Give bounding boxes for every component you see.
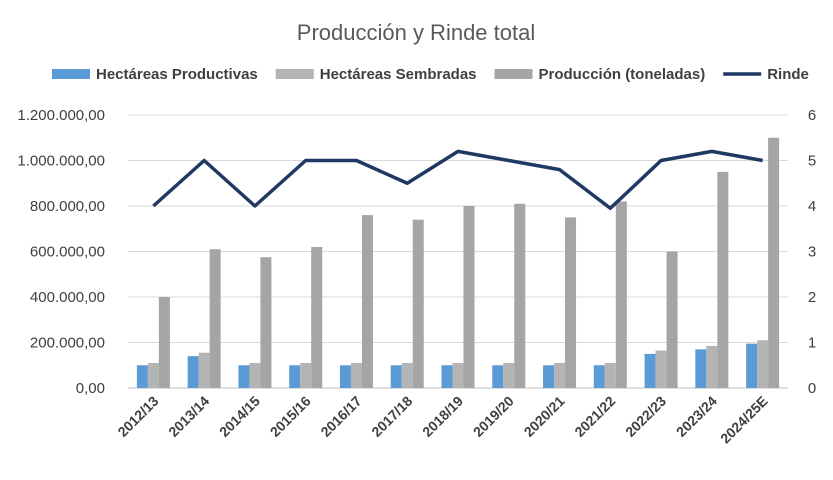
bar (300, 362, 312, 388)
bar (565, 217, 577, 388)
bar (655, 350, 667, 388)
bar (706, 345, 718, 388)
bar (361, 215, 373, 388)
bar (412, 219, 424, 388)
bar (593, 365, 605, 388)
bar (198, 352, 210, 388)
y2-tick-label: 4 (808, 198, 816, 215)
y-axis-left: 0,00 200.000,00 400.000,00 600.000,00 800.00… (17, 107, 105, 397)
x-tick-label: 2023/24 (673, 393, 720, 440)
legend-label: Hectáreas Sembradas (320, 66, 477, 83)
bar (311, 246, 323, 388)
x-tick-label: 2024/25E (717, 393, 771, 447)
bar (209, 249, 221, 388)
legend-swatch (494, 69, 533, 79)
x-tick-label: 2022/23 (622, 393, 669, 440)
x-tick-label: 2012/13 (114, 393, 161, 440)
bar (514, 203, 526, 388)
legend: Hectáreas Productivas Hectáreas Sembradas… (52, 66, 809, 83)
x-axis: 2012/13 2013/14 2014/15 2015/16 2016/17 2017/… (114, 393, 770, 447)
bar (158, 297, 170, 388)
bar (666, 251, 678, 388)
legend-swatch (52, 69, 90, 79)
bar (339, 365, 351, 388)
bar (350, 362, 362, 388)
y-tick-label: 600.000,00 (30, 244, 105, 261)
bar (260, 257, 272, 388)
y2-tick-label: 1 (808, 335, 816, 352)
bar (503, 362, 515, 388)
bar (187, 356, 199, 388)
bar (768, 137, 780, 388)
x-tick-label: 2019/20 (470, 393, 517, 440)
bar (644, 353, 656, 388)
bar (746, 343, 758, 388)
bar (441, 365, 453, 388)
x-tick-label: 2018/19 (419, 393, 466, 440)
bar (554, 362, 566, 388)
y-tick-label: 1.000.000,00 (17, 153, 105, 170)
rinde-line (152, 149, 763, 211)
bar (136, 365, 148, 388)
x-tick-label: 2017/18 (368, 393, 415, 440)
x-tick-label: 2016/17 (317, 393, 364, 440)
y-tick-label: 1.200.000,00 (17, 107, 105, 124)
y-tick-label: 200.000,00 (30, 335, 105, 352)
legend-label: Hectáreas Productivas (96, 66, 258, 83)
x-tick-label: 2013/14 (165, 393, 212, 440)
bar (249, 362, 261, 388)
y-tick-label: 0,00 (76, 380, 105, 397)
x-tick-label: 2021/22 (571, 393, 618, 440)
x-tick-label: 2015/16 (267, 393, 314, 440)
legend-label: Rinde (767, 66, 809, 83)
bar (492, 365, 504, 388)
bar (401, 362, 413, 388)
y-tick-label: 400.000,00 (30, 289, 105, 306)
x-tick-label: 2020/21 (521, 393, 568, 440)
bar (717, 171, 729, 388)
rinde-line-group (152, 149, 763, 211)
bar (147, 362, 159, 388)
y2-tick-label: 5 (808, 153, 816, 170)
bar (463, 206, 475, 388)
bar (543, 365, 555, 388)
bar (238, 365, 250, 388)
y2-tick-label: 3 (808, 244, 816, 261)
bars (136, 137, 780, 388)
chart-title: Producción y Rinde total (297, 20, 535, 45)
y-tick-label: 800.000,00 (30, 198, 105, 215)
bar (757, 340, 769, 388)
y-axis-right: 0 1 2 3 4 5 6 (808, 107, 816, 397)
y2-tick-label: 2 (808, 289, 816, 306)
bar (615, 201, 627, 388)
y2-tick-label: 0 (808, 380, 816, 397)
bar (390, 365, 402, 388)
legend-label: Producción (toneladas) (539, 66, 706, 83)
bar (695, 349, 707, 388)
y2-tick-label: 6 (808, 107, 816, 124)
x-tick-label: 2014/15 (216, 393, 263, 440)
bar (452, 362, 464, 388)
legend-swatch (275, 69, 314, 79)
bar (604, 362, 616, 388)
bar (289, 365, 301, 388)
